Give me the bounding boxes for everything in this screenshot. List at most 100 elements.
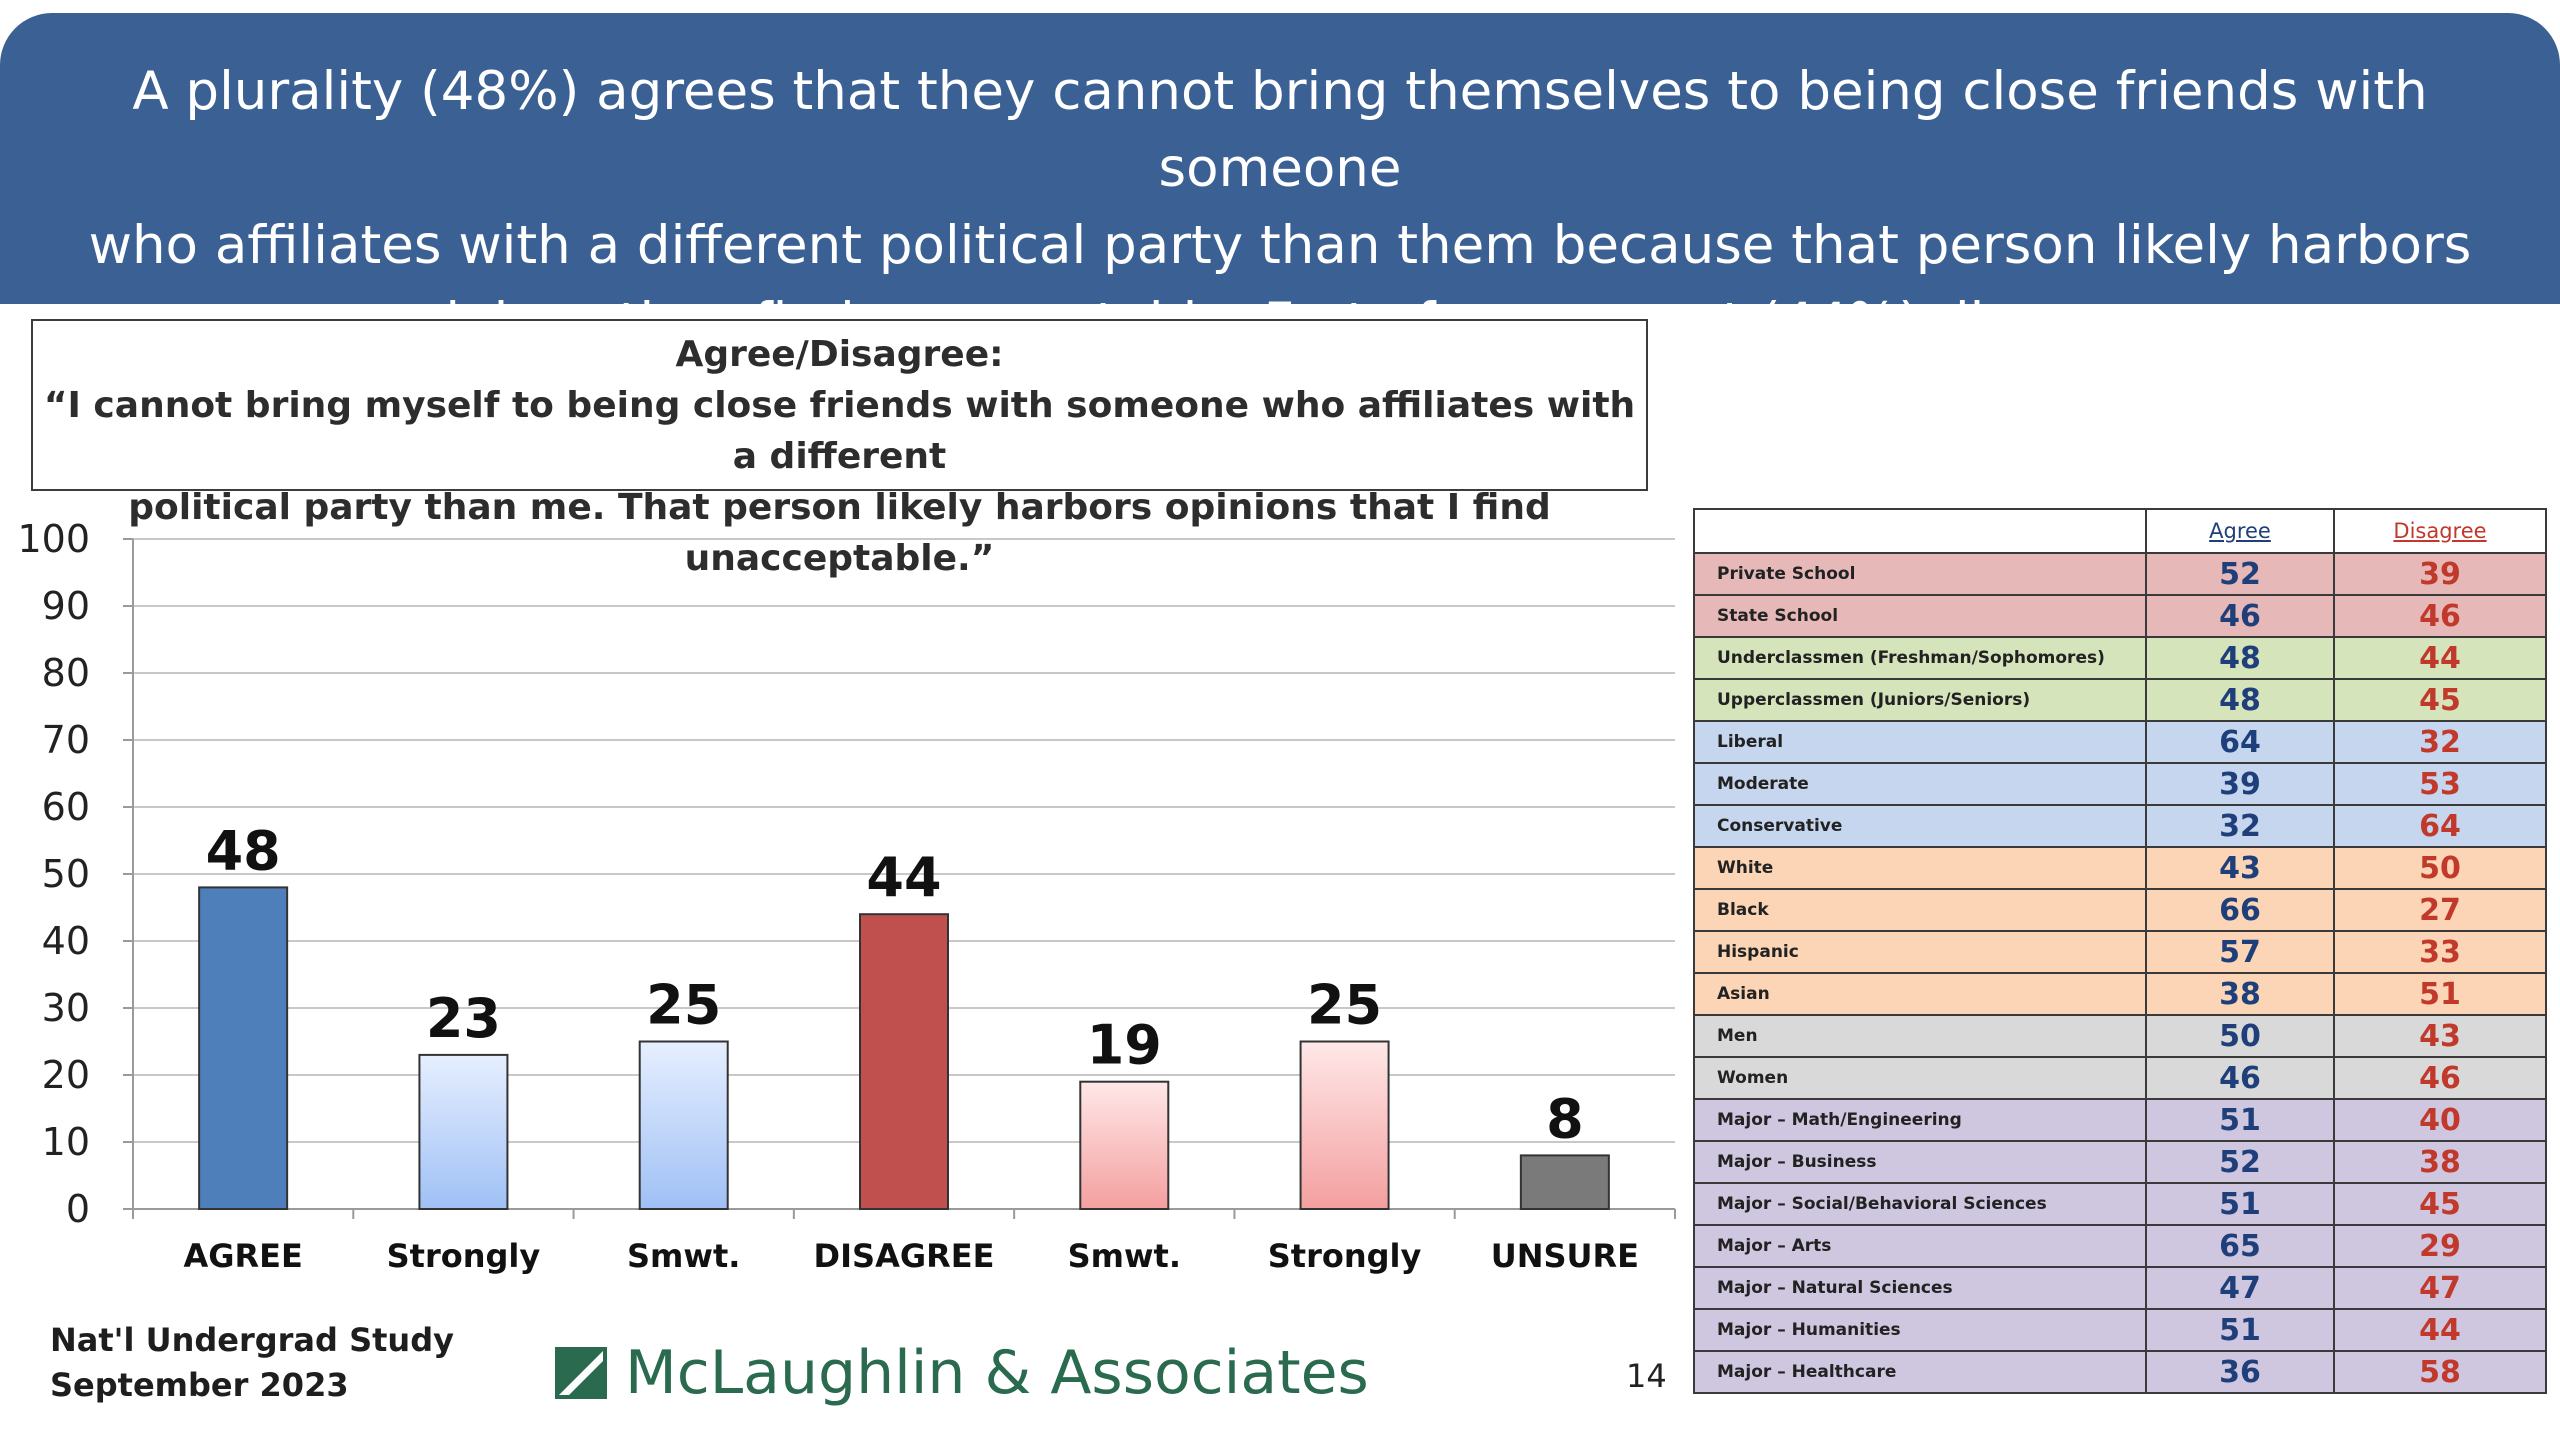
study-footer: Nat'l Undergrad Study September 2023 <box>50 1318 454 1408</box>
crosstab-agree-value: 32 <box>2145 804 2335 848</box>
crosstab-corner <box>1693 508 2147 554</box>
data-label: 25 <box>646 974 721 1037</box>
x-tick-label: Smwt. <box>627 1237 740 1275</box>
crosstab-disagree-value: 44 <box>2333 1308 2547 1352</box>
crosstab-row: State School 46 46 <box>1693 594 2547 638</box>
crosstab-row: Major – Arts 65 29 <box>1693 1224 2547 1268</box>
crosstab-row-label: Liberal <box>1693 720 2147 764</box>
crosstab-row-label: Major – Arts <box>1693 1224 2147 1268</box>
crosstab-row: Women 46 46 <box>1693 1056 2547 1100</box>
bar <box>418 1053 509 1211</box>
data-label: 19 <box>1087 1014 1162 1077</box>
crosstab-agree-value: 57 <box>2145 930 2335 974</box>
mclaughlin-logo-icon <box>555 1347 607 1399</box>
crosstab-row: Major – Social/Behavioral Sciences 51 45 <box>1693 1182 2547 1226</box>
crosstab-agree-value: 36 <box>2145 1350 2335 1394</box>
crosstab-disagree-value: 50 <box>2333 846 2547 890</box>
crosstab-row-label: State School <box>1693 594 2147 638</box>
crosstab-row: Liberal 64 32 <box>1693 720 2547 764</box>
crosstab-row: Moderate 39 53 <box>1693 762 2547 806</box>
crosstab-row-label: Major – Math/Engineering <box>1693 1098 2147 1142</box>
crosstab-row-label: White <box>1693 846 2147 890</box>
crosstab-row: Major – Healthcare 36 58 <box>1693 1350 2547 1394</box>
bar <box>1519 1154 1610 1211</box>
crosstab-disagree-value: 33 <box>2333 930 2547 974</box>
crosstab-agree-value: 48 <box>2145 636 2335 680</box>
crosstab-row: Asian 38 51 <box>1693 972 2547 1016</box>
y-tick-label: 60 <box>42 785 90 829</box>
company-name: McLaughlin & Associates <box>625 1338 1369 1408</box>
data-label: 25 <box>1307 974 1382 1037</box>
crosstab-agree-value: 38 <box>2145 972 2335 1016</box>
y-tick-label: 40 <box>42 919 90 963</box>
crosstab-agree-value: 51 <box>2145 1308 2335 1352</box>
crosstab-agree-value: 65 <box>2145 1224 2335 1268</box>
crosstab-row-label: Major – Humanities <box>1693 1308 2147 1352</box>
data-label: 23 <box>426 987 501 1050</box>
crosstab-disagree-value: 47 <box>2333 1266 2547 1310</box>
crosstab-disagree-value: 39 <box>2333 552 2547 596</box>
crosstab-row-label: Major – Healthcare <box>1693 1350 2147 1394</box>
crosstab-disagree-value: 45 <box>2333 678 2547 722</box>
data-label: 8 <box>1546 1087 1584 1150</box>
crosstab-row: Major – Natural Sciences 47 47 <box>1693 1266 2547 1310</box>
crosstab-row-label: Black <box>1693 888 2147 932</box>
question-line-1: “I cannot bring myself to being close fr… <box>43 385 1636 477</box>
crosstab-row-label: Conservative <box>1693 804 2147 848</box>
crosstab-row-label: Private School <box>1693 552 2147 596</box>
crosstab-header-disagree: Disagree <box>2333 508 2547 554</box>
crosstab-row-label: Upperclassmen (Juniors/Seniors) <box>1693 678 2147 722</box>
crosstab-agree-value: 46 <box>2145 1056 2335 1100</box>
crosstab-agree-value: 48 <box>2145 678 2335 722</box>
headline-line-1: A plurality (48%) agrees that they canno… <box>132 61 2428 199</box>
crosstab-row: Underclassmen (Freshman/Sophomores) 48 44 <box>1693 636 2547 680</box>
y-tick-label: 10 <box>42 1120 90 1164</box>
crosstab-agree-value: 46 <box>2145 594 2335 638</box>
headline-line-2: who affiliates with a different politica… <box>88 215 2472 276</box>
question-box: Agree/Disagree: “I cannot bring myself t… <box>31 319 1648 579</box>
crosstab-agree-value: 39 <box>2145 762 2335 806</box>
crosstab-disagree-value: 46 <box>2333 594 2547 638</box>
crosstab-agree-value: 52 <box>2145 552 2335 596</box>
y-tick-label: 0 <box>66 1187 90 1231</box>
y-tick-label: 70 <box>42 718 90 762</box>
crosstab-header-row: Agree Disagree <box>1693 508 2547 554</box>
y-tick-label: 20 <box>42 1053 90 1097</box>
question-title: Agree/Disagree: <box>675 334 1004 375</box>
bar-chart: 0 10 20 30 40 50 60 70 80 90 100 48 AGREE 23 Strongly 2… <box>17 517 1676 1275</box>
x-tick-label: AGREE <box>183 1237 302 1275</box>
crosstab-disagree-value: 51 <box>2333 972 2547 1016</box>
crosstab-agree-value: 66 <box>2145 888 2335 932</box>
y-tick-label: 50 <box>42 852 90 896</box>
crosstab-disagree-value: 27 <box>2333 888 2547 932</box>
page-number: 14 <box>1626 1357 1667 1395</box>
study-name: Nat'l Undergrad Study <box>50 1321 454 1359</box>
crosstab-agree-value: 52 <box>2145 1140 2335 1184</box>
crosstab-row-label: Underclassmen (Freshman/Sophomores) <box>1693 636 2147 680</box>
crosstab-disagree-value: 43 <box>2333 1014 2547 1058</box>
crosstab-row: Black 66 27 <box>1693 888 2547 932</box>
y-tick-label: 80 <box>42 651 90 695</box>
crosstab-disagree-value: 64 <box>2333 804 2547 848</box>
data-label: 44 <box>866 846 941 909</box>
crosstab-row-label: Major – Natural Sciences <box>1693 1266 2147 1310</box>
bar <box>198 886 289 1210</box>
crosstab-row-label: Major – Business <box>1693 1140 2147 1184</box>
y-tick-label: 100 <box>17 517 90 561</box>
crosstab-agree-value: 51 <box>2145 1182 2335 1226</box>
crosstab-row: Major – Business 52 38 <box>1693 1140 2547 1184</box>
study-date: September 2023 <box>50 1366 349 1404</box>
bar <box>1299 1040 1390 1210</box>
headline-banner: A plurality (48%) agrees that they canno… <box>0 13 2560 353</box>
crosstab-row-label: Hispanic <box>1693 930 2147 974</box>
x-tick-label: UNSURE <box>1491 1237 1639 1275</box>
bar <box>859 913 949 1210</box>
y-tick-label: 90 <box>42 584 90 628</box>
crosstab-agree-value: 51 <box>2145 1098 2335 1142</box>
crosstab-agree-value: 50 <box>2145 1014 2335 1058</box>
crosstab-disagree-value: 46 <box>2333 1056 2547 1100</box>
crosstab-row: Major – Math/Engineering 51 40 <box>1693 1098 2547 1142</box>
crosstab-disagree-value: 44 <box>2333 636 2547 680</box>
bar <box>1079 1080 1170 1211</box>
crosstab-row: Men 50 43 <box>1693 1014 2547 1058</box>
